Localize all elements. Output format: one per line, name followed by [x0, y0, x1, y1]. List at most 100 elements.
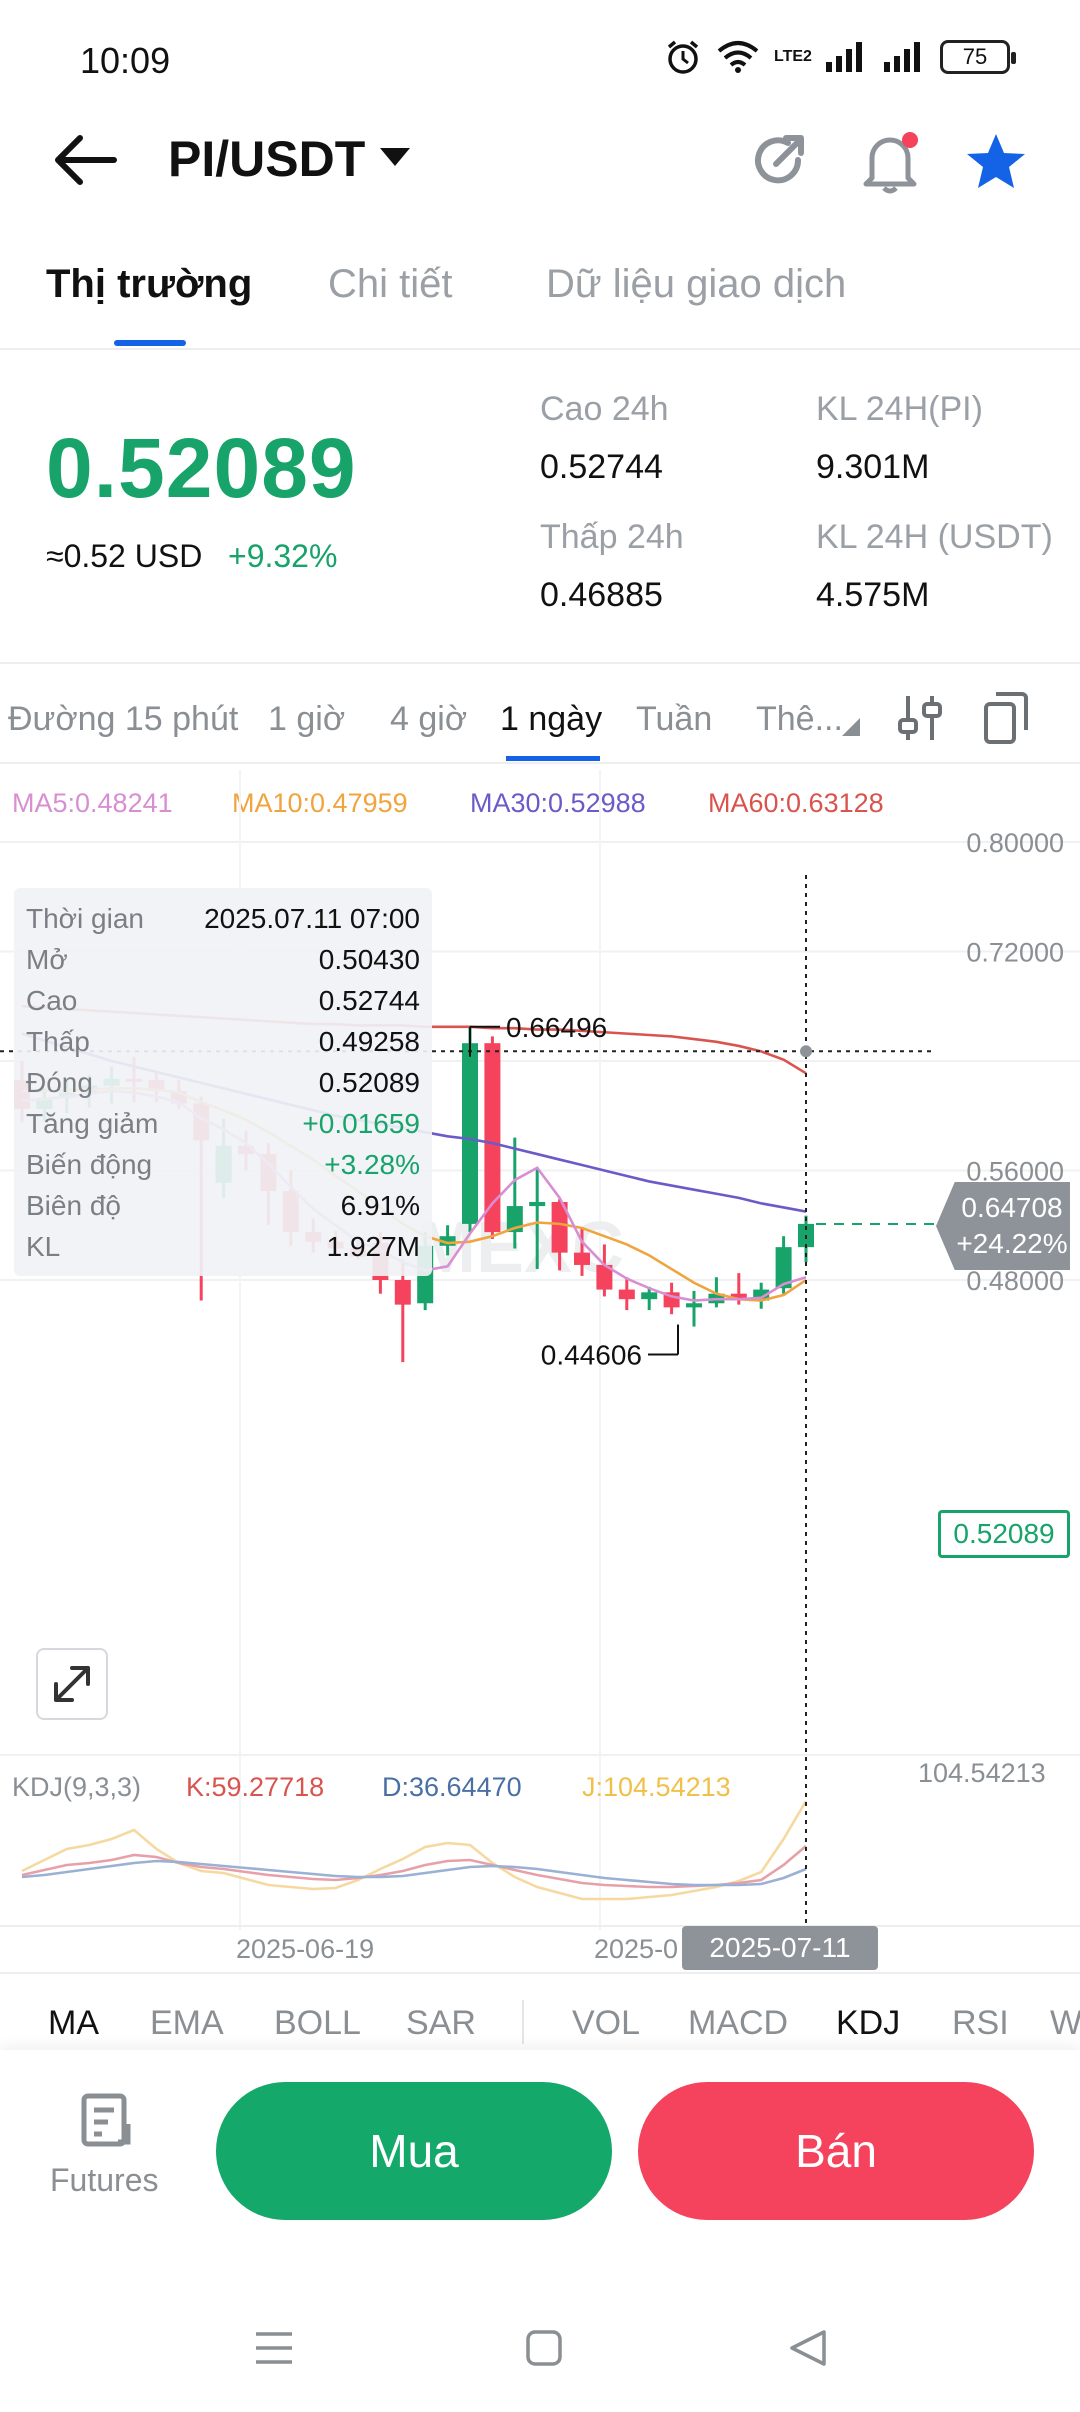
- info-row-time: Thời gian 2025.07.11 07:00: [26, 898, 420, 939]
- interval-week[interactable]: Tuần: [636, 700, 713, 738]
- candle-body: [641, 1292, 658, 1300]
- info-key: Cao: [26, 984, 78, 1016]
- indicator-vol[interactable]: VOL: [572, 2004, 641, 2042]
- divider: [0, 348, 1080, 350]
- interval-1d[interactable]: 1 ngày: [500, 700, 603, 738]
- pair-title[interactable]: PI/USDT: [168, 131, 366, 187]
- home-icon[interactable]: [524, 2328, 564, 2368]
- info-row-change: Tăng giảm +0.01659: [26, 1103, 420, 1144]
- info-row-amplitude: Biên độ 6.91%: [26, 1185, 420, 1226]
- info-row-high: Cao 0.52744: [26, 980, 420, 1021]
- candle-body: [618, 1289, 635, 1300]
- info-row-volume: KL 1.927M: [26, 1226, 420, 1267]
- info-value: +0.01659: [302, 1107, 420, 1139]
- signal-icon-1: [826, 42, 862, 72]
- candle-body: [394, 1280, 411, 1305]
- low-24h-label: Thấp 24h: [540, 518, 684, 556]
- info-value: 6.91%: [340, 1189, 420, 1221]
- ma5-legend: MA5:0.48241: [12, 788, 173, 818]
- indicator-ma[interactable]: MA: [48, 2004, 99, 2042]
- kdj-k-line: [21, 1845, 807, 1889]
- info-value: +3.28%: [324, 1148, 420, 1180]
- indicator-macd[interactable]: MACD: [688, 2004, 789, 2042]
- crosshair-date-tag: 2025-07-11: [682, 1926, 878, 1970]
- last-price: 0.52089: [46, 421, 357, 515]
- back-nav-icon[interactable]: [786, 2326, 830, 2370]
- kdj-d-legend: D:36.64470: [382, 1772, 522, 1802]
- bell-icon[interactable]: [858, 128, 922, 196]
- ma30-legend: MA30:0.52988: [470, 788, 646, 818]
- kdj-k-legend: K:59.27718: [186, 1772, 325, 1802]
- interval-4h[interactable]: 4 giờ: [390, 700, 468, 738]
- info-value: 0.50430: [318, 943, 420, 975]
- indicator-kdj[interactable]: KDJ: [836, 2004, 901, 2042]
- futures-icon[interactable]: [78, 2090, 140, 2152]
- info-key: Mở: [26, 943, 68, 975]
- info-value: 2025.07.11 07:00: [204, 902, 420, 934]
- interval-15m[interactable]: Đường 15 phút: [8, 700, 239, 738]
- candle-body: [551, 1201, 568, 1253]
- indicator-more[interactable]: W: [1050, 2004, 1080, 2042]
- price-axis-label: 0.48000: [966, 1266, 1064, 1296]
- kdj-d-line: [21, 1859, 807, 1887]
- info-value: 0.52089: [318, 1066, 420, 1098]
- candle-body: [439, 1236, 456, 1246]
- info-row-change-pct: Biến động +3.28%: [26, 1144, 420, 1185]
- candle-body: [775, 1247, 792, 1289]
- interval-1h[interactable]: 1 giờ: [268, 700, 346, 738]
- info-key: Biên độ: [26, 1189, 121, 1221]
- crosshair-dot: [800, 1045, 812, 1058]
- lte-label: LTE2: [774, 48, 812, 65]
- info-value: 0.52744: [318, 984, 420, 1016]
- interval-more[interactable]: Thê...: [756, 700, 843, 738]
- candle-body: [730, 1293, 747, 1301]
- date-label: 2025-0: [594, 1934, 679, 1964]
- info-key: Biến động: [26, 1148, 153, 1180]
- divider: [0, 762, 1080, 764]
- candle-body: [596, 1264, 613, 1290]
- tab-trade-data[interactable]: Dữ liệu giao dịch: [546, 262, 847, 306]
- info-key: KL: [26, 1230, 61, 1262]
- ma10-legend: MA10:0.47959: [232, 788, 408, 818]
- tab-detail[interactable]: Chi tiết: [328, 262, 453, 306]
- indicator-boll[interactable]: BOLL: [274, 2004, 361, 2042]
- expand-icon: [54, 1666, 90, 1702]
- divider: [0, 662, 1080, 664]
- info-row-low: Thấp 0.49258: [26, 1021, 420, 1062]
- info-row-open: Mở 0.50430: [26, 939, 420, 980]
- back-arrow-icon[interactable]: [50, 130, 120, 190]
- star-icon[interactable]: [964, 130, 1028, 194]
- vol-base-label: KL 24H(PI): [816, 390, 983, 428]
- status-time: 10:09: [80, 40, 171, 81]
- info-key: Thấp: [26, 1025, 90, 1057]
- signal-icon-2: [884, 42, 920, 72]
- crosshair-price: 0.64708: [961, 1192, 1063, 1223]
- high-24h-value: 0.52744: [540, 448, 663, 486]
- menu-icon[interactable]: [254, 2328, 294, 2368]
- indicator-ema[interactable]: EMA: [150, 2004, 224, 2042]
- indicator-settings-icon[interactable]: [896, 692, 944, 744]
- candle-body: [506, 1206, 523, 1233]
- alarm-icon: [667, 40, 699, 74]
- price-axis-label: 0.56000: [966, 1157, 1064, 1187]
- indicator-sar[interactable]: SAR: [406, 2004, 476, 2042]
- chevron-down-icon[interactable]: [380, 148, 410, 166]
- sell-button[interactable]: Bán: [638, 2082, 1034, 2220]
- candle-body: [753, 1289, 770, 1301]
- futures-label[interactable]: Futures: [50, 2162, 159, 2198]
- buy-button[interactable]: Mua: [216, 2082, 612, 2220]
- date-label: 2025-06-19: [236, 1934, 375, 1964]
- chart-layout-icon[interactable]: [982, 690, 1030, 746]
- interval-active-indicator: [506, 756, 600, 761]
- share-refresh-icon[interactable]: [748, 130, 812, 194]
- dropdown-corner-icon[interactable]: [842, 718, 860, 736]
- indicator-rsi[interactable]: RSI: [952, 2004, 1009, 2042]
- tab-market[interactable]: Thị trường: [46, 262, 253, 306]
- fullscreen-button[interactable]: [36, 1648, 108, 1720]
- vol-quote-value: 4.575M: [816, 576, 930, 614]
- kdj-j-line: [21, 1800, 808, 1901]
- kdj-name: KDJ(9,3,3): [12, 1772, 142, 1802]
- status-icons: LTE2 75: [664, 38, 1016, 76]
- price-axis-label: 0.80000: [966, 828, 1064, 858]
